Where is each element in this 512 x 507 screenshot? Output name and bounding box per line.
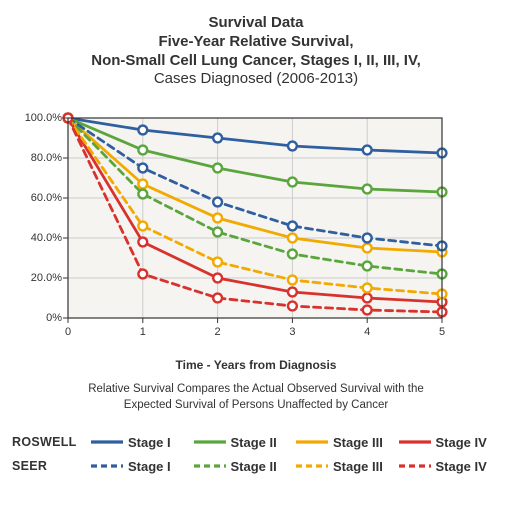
legend-swatch — [398, 435, 432, 449]
legend-row-seer: SEER Stage I Stage II Stage III Stage IV — [12, 454, 500, 478]
legend: ROSWELLStage IStage IIStage IIIStage IV … — [12, 430, 500, 478]
series-marker-seer-stage2 — [288, 250, 297, 259]
title-line-3: Non-Small Cell Lung Cancer, Stages I, II… — [0, 52, 512, 71]
legend-label: Stage IV — [436, 435, 487, 450]
series-marker-seer-stage2 — [213, 228, 222, 237]
footnote-line-2: Expected Survival of Persons Unaffected … — [124, 399, 388, 411]
legend-label: Stage II — [231, 459, 277, 474]
series-marker-roswell-stage3 — [363, 244, 372, 253]
series-marker-roswell-stage4 — [288, 288, 297, 297]
series-marker-roswell-stage4 — [138, 238, 147, 247]
y-tick-label: 40.0% — [14, 232, 62, 244]
legend-swatch — [295, 459, 329, 473]
series-marker-roswell-stage4 — [213, 274, 222, 283]
series-marker-roswell-stage1 — [138, 126, 147, 135]
series-marker-roswell-stage1 — [363, 146, 372, 155]
legend-item: Stage IV — [398, 459, 493, 474]
series-marker-roswell-stage2 — [213, 164, 222, 173]
legend-item: Stage I — [90, 459, 185, 474]
legend-item: Stage IV — [398, 435, 493, 450]
y-tick-label: 20.0% — [14, 272, 62, 284]
page: Survival Data Five-Year Relative Surviva… — [0, 0, 512, 507]
series-marker-seer-stage3 — [363, 284, 372, 293]
series-marker-roswell-stage2 — [363, 185, 372, 194]
legend-label: Stage III — [333, 435, 383, 450]
series-marker-roswell-stage3 — [288, 234, 297, 243]
x-tick-label: 5 — [432, 326, 452, 338]
legend-item: Stage III — [295, 435, 390, 450]
y-tick-label: 80.0% — [14, 152, 62, 164]
chart-svg — [56, 112, 454, 332]
x-tick-label: 2 — [208, 326, 228, 338]
legend-label: Stage III — [333, 459, 383, 474]
legend-group-label: ROSWELL — [12, 435, 90, 449]
legend-group-label: SEER — [12, 459, 90, 473]
series-marker-seer-stage4 — [363, 306, 372, 315]
legend-item: Stage III — [295, 459, 390, 474]
chart-title: Survival Data Five-Year Relative Surviva… — [0, 0, 512, 89]
series-marker-seer-stage4 — [288, 302, 297, 311]
series-marker-seer-stage4 — [138, 270, 147, 279]
footnote-line-1: Relative Survival Compares the Actual Ob… — [88, 383, 424, 395]
legend-label: Stage I — [128, 459, 171, 474]
title-line-2: Five-Year Relative Survival, — [0, 33, 512, 52]
y-tick-label: 60.0% — [14, 192, 62, 204]
series-marker-roswell-stage2 — [288, 178, 297, 187]
legend-label: Stage II — [231, 435, 277, 450]
series-marker-seer-stage1 — [288, 222, 297, 231]
x-tick-label: 1 — [133, 326, 153, 338]
legend-item: Stage I — [90, 435, 185, 450]
legend-item: Stage II — [193, 459, 288, 474]
legend-swatch — [398, 459, 432, 473]
legend-swatch — [193, 459, 227, 473]
x-tick-label: 3 — [282, 326, 302, 338]
series-marker-roswell-stage1 — [213, 134, 222, 143]
series-marker-roswell-stage4 — [363, 294, 372, 303]
chart-area — [56, 112, 454, 332]
series-marker-seer-stage3 — [213, 258, 222, 267]
title-line-1: Survival Data — [0, 14, 512, 33]
title-line-4: Cases Diagnosed (2006-2013) — [0, 70, 512, 89]
legend-swatch — [90, 435, 124, 449]
series-marker-seer-stage4 — [213, 294, 222, 303]
series-marker-seer-stage1 — [213, 198, 222, 207]
series-marker-roswell-stage2 — [138, 146, 147, 155]
series-marker-seer-stage2 — [363, 262, 372, 271]
footnote: Relative Survival Compares the Actual Ob… — [0, 382, 512, 413]
series-marker-roswell-stage3 — [138, 180, 147, 189]
series-marker-roswell-stage3 — [213, 214, 222, 223]
legend-label: Stage I — [128, 435, 171, 450]
series-marker-roswell-stage1 — [288, 142, 297, 151]
series-marker-seer-stage2 — [138, 190, 147, 199]
legend-swatch — [193, 435, 227, 449]
legend-swatch — [90, 459, 124, 473]
y-tick-label: 100.0% — [14, 112, 62, 124]
x-tick-label: 4 — [357, 326, 377, 338]
x-axis-title: Time - Years from Diagnosis — [0, 358, 512, 372]
series-marker-seer-stage1 — [363, 234, 372, 243]
series-marker-seer-stage1 — [138, 164, 147, 173]
series-marker-seer-stage3 — [138, 222, 147, 231]
series-marker-seer-stage3 — [288, 276, 297, 285]
legend-item: Stage II — [193, 435, 288, 450]
x-tick-label: 0 — [58, 326, 78, 338]
legend-row-roswell: ROSWELL Stage I Stage II Stage III Stage IV — [12, 430, 500, 454]
legend-swatch — [295, 435, 329, 449]
y-tick-label: 0% — [14, 312, 62, 324]
legend-label: Stage IV — [436, 459, 487, 474]
